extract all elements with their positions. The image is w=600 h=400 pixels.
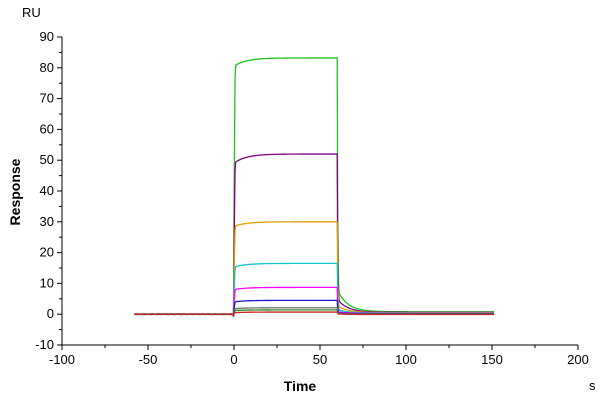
- y-axis-title: Response: [7, 158, 23, 225]
- y-tick-label: 60: [40, 121, 54, 136]
- y-tick-label: 40: [40, 183, 54, 198]
- y-tick-label: 70: [40, 91, 54, 106]
- x-tick-label: 50: [313, 352, 327, 367]
- plot-lines: [133, 57, 495, 317]
- y-tick-label: 80: [40, 60, 54, 75]
- x-tick-label: 150: [481, 352, 503, 367]
- y-tick-label: 10: [40, 275, 54, 290]
- y-unit-label: RU: [22, 5, 41, 20]
- x-unit-label: s: [589, 378, 596, 393]
- x-tick-label: 100: [395, 352, 417, 367]
- y-tick-label: -10: [35, 337, 54, 352]
- x-tick-label: -100: [49, 352, 75, 367]
- y-tick-label: 20: [40, 245, 54, 260]
- x-tick-label: -50: [139, 352, 158, 367]
- y-tick-label: 30: [40, 214, 54, 229]
- series-line: [134, 221, 495, 317]
- y-tick-label: 90: [40, 29, 54, 44]
- y-tick-label: 50: [40, 152, 54, 167]
- x-tick-label: 0: [230, 352, 237, 367]
- x-axis-title: Time: [284, 378, 317, 394]
- series-line: [134, 311, 495, 317]
- series-line: [134, 57, 495, 317]
- y-tick-label: 0: [47, 306, 54, 321]
- x-tick-label: 200: [567, 352, 589, 367]
- series-line: [134, 153, 495, 317]
